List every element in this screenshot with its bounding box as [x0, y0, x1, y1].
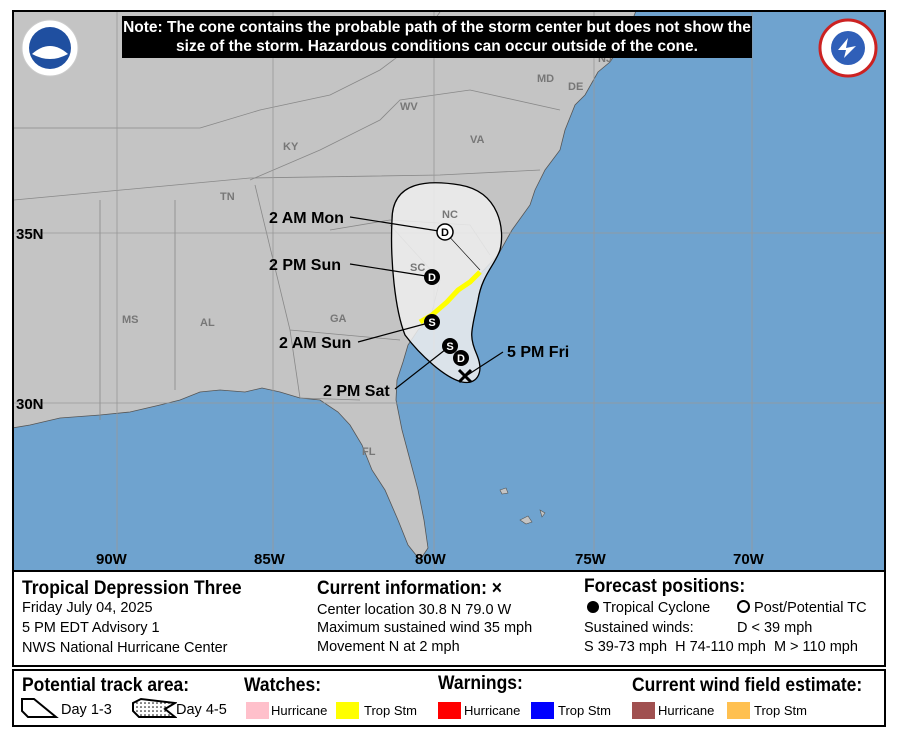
current-position-x-icon — [457, 368, 473, 384]
storm-name: Tropical Depression Three — [22, 578, 242, 599]
center-location: Center location 30.8 N 79.0 W — [317, 602, 512, 618]
svg-text:D: D — [441, 227, 449, 239]
legend-panel: Potential track area: Day 1-3 Day 4-5 Wa… — [12, 669, 886, 727]
ts-watch-swatch — [336, 702, 359, 719]
day13-label: Day 1-3 — [61, 702, 112, 718]
wind-field-title: Current wind field estimate: — [632, 675, 863, 696]
forecast-cone — [390, 182, 503, 384]
svg-text:2 AM Mon: 2 AM Mon — [269, 210, 344, 227]
svg-text:80W: 80W — [415, 551, 447, 568]
map-svg: NJ DE MD WV VA KY TN NC SC MS AL GA FL 9… — [14, 12, 884, 570]
watches-title: Watches: — [244, 675, 322, 696]
svg-text:GA: GA — [330, 313, 347, 325]
ts-warning-swatch — [531, 702, 554, 719]
current-info-title: Current information: × — [317, 578, 502, 600]
svg-text:2 PM Sun: 2 PM Sun — [269, 257, 341, 274]
cone-note: Note: The cone contains the probable pat… — [122, 16, 752, 58]
forecast-title: Forecast positions: — [584, 576, 746, 597]
point-2pm-sat — [442, 338, 458, 354]
forecast-points: D D S S D — [424, 223, 473, 384]
svg-text:AL: AL — [200, 317, 215, 329]
svg-text:35N: 35N — [16, 226, 44, 243]
bahamas — [499, 487, 546, 525]
hurricane-warning-swatch — [438, 702, 461, 719]
day45-label: Day 4-5 — [176, 702, 227, 718]
hurricane-wind-label: Hurricane — [658, 703, 715, 718]
svg-text:85W: 85W — [254, 551, 286, 568]
land — [14, 12, 636, 561]
svg-text:D: D — [457, 353, 465, 365]
svg-text:DE: DE — [568, 81, 583, 93]
svg-text:KY: KY — [283, 141, 299, 153]
max-wind: Maximum sustained wind 35 mph — [317, 620, 533, 636]
ts-wind-label: Trop Stm — [754, 703, 807, 718]
hurricane-watch-label: Hurricane — [271, 703, 328, 718]
ts-wind-swatch — [727, 702, 750, 719]
nws-logo — [818, 18, 878, 78]
advisory-date: Friday July 04, 2025 — [22, 600, 153, 616]
ts-watch-label: Trop Stm — [364, 703, 417, 718]
ts-warning-label: Trop Stm — [558, 703, 611, 718]
advisory-number: 5 PM EDT Advisory 1 — [22, 620, 160, 636]
svg-text:30N: 30N — [16, 396, 44, 413]
legend-post-tc: Post/Potential TC — [737, 600, 867, 616]
longitude-labels: 90W 85W 80W 75W 70W — [96, 551, 765, 568]
svg-text:S: S — [428, 317, 435, 329]
svg-text:MS: MS — [122, 314, 139, 326]
svg-text:D: D — [428, 272, 436, 284]
svg-text:2 PM Sat: 2 PM Sat — [323, 383, 390, 400]
map: NJ DE MD WV VA KY TN NC SC MS AL GA FL 9… — [12, 10, 886, 572]
open-circle-icon — [737, 600, 750, 613]
post-tc-label: Post/Potential TC — [754, 600, 867, 616]
track-area-title: Potential track area: — [22, 675, 190, 696]
svg-text:TN: TN — [220, 191, 235, 203]
svg-text:2 AM Sun: 2 AM Sun — [279, 335, 351, 352]
legend-tc: Tropical Cyclone — [587, 600, 710, 616]
svg-text:MD: MD — [537, 73, 554, 85]
svg-text:5 PM Fri: 5 PM Fri — [507, 344, 569, 361]
hurricane-warning-label: Hurricane — [464, 703, 521, 718]
point-2pm-sun — [424, 269, 440, 285]
svg-text:FL: FL — [362, 446, 376, 458]
svg-text:75W: 75W — [575, 551, 607, 568]
info-panel: Tropical Depression Three Friday July 04… — [12, 572, 886, 667]
hurricane-wind-swatch — [632, 702, 655, 719]
sustained-winds-label: Sustained winds: — [584, 620, 694, 636]
svg-text:SC: SC — [410, 262, 425, 274]
d-category: D < 39 mph — [737, 620, 813, 636]
filled-circle-icon — [587, 601, 599, 613]
state-labels: NJ DE MD WV VA KY TN NC SC MS AL GA FL — [122, 53, 612, 458]
point-2am-sat — [453, 350, 469, 366]
noaa-logo — [20, 18, 80, 78]
warnings-title: Warnings: — [438, 673, 523, 694]
svg-text:70W: 70W — [733, 551, 765, 568]
point-2am-sun — [424, 314, 440, 330]
leader-lines — [349, 216, 504, 390]
svg-text:WV: WV — [400, 101, 418, 113]
movement: Movement N at 2 mph — [317, 639, 460, 655]
svg-text:VA: VA — [470, 134, 485, 146]
tc-label: Tropical Cyclone — [602, 600, 711, 616]
hurricane-watch-swatch — [246, 702, 269, 719]
issuing-center: NWS National Hurricane Center — [22, 640, 228, 656]
shm-categories: S 39-73 mph H 74-110 mph M > 110 mph — [584, 639, 858, 655]
svg-text:S: S — [446, 341, 453, 353]
svg-text:NC: NC — [442, 209, 458, 221]
svg-text:90W: 90W — [96, 551, 128, 568]
point-2am-mon — [436, 223, 454, 241]
current-info-label: Current information: — [317, 578, 492, 599]
day13-cone-icon — [21, 698, 59, 718]
day45-cone-icon — [132, 697, 177, 718]
forecast-labels: 2 AM Mon 2 PM Sun 2 AM Sun 2 PM Sat 5 PM… — [269, 210, 569, 400]
latitude-labels: 35N 30N — [16, 226, 44, 413]
x-icon: × — [491, 578, 503, 599]
